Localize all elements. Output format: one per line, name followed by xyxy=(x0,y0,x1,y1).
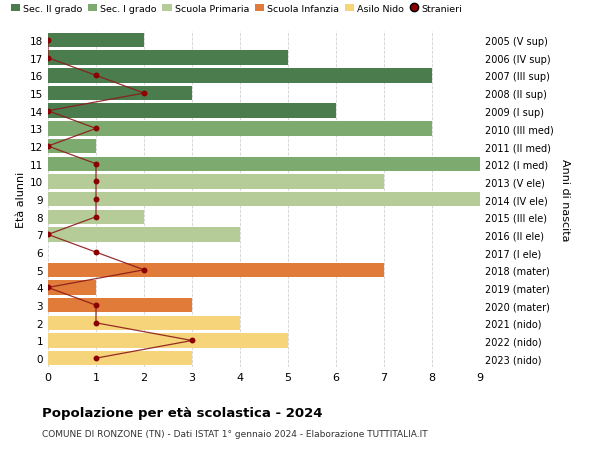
Bar xyxy=(48,104,336,119)
Legend: Sec. II grado, Sec. I grado, Scuola Primaria, Scuola Infanzia, Asilo Nido, Stran: Sec. II grado, Sec. I grado, Scuola Prim… xyxy=(11,5,463,14)
Point xyxy=(91,249,101,256)
Text: COMUNE DI RONZONE (TN) - Dati ISTAT 1° gennaio 2024 - Elaborazione TUTTITALIA.IT: COMUNE DI RONZONE (TN) - Dati ISTAT 1° g… xyxy=(42,429,428,438)
Bar xyxy=(48,51,288,66)
Point xyxy=(187,337,197,344)
Point xyxy=(91,319,101,327)
Bar xyxy=(48,351,192,366)
Point xyxy=(91,73,101,80)
Bar xyxy=(48,192,480,207)
Y-axis label: Età alunni: Età alunni xyxy=(16,172,26,228)
Point xyxy=(91,125,101,133)
Y-axis label: Anni di nascita: Anni di nascita xyxy=(560,158,570,241)
Bar xyxy=(48,34,144,48)
Point xyxy=(91,196,101,203)
Point xyxy=(91,179,101,186)
Bar xyxy=(48,157,480,172)
Bar xyxy=(48,122,432,136)
Bar xyxy=(48,316,240,330)
Bar xyxy=(48,298,192,313)
Bar xyxy=(48,87,192,101)
Point xyxy=(43,55,53,62)
Bar xyxy=(48,140,96,154)
Point xyxy=(43,108,53,115)
Point xyxy=(91,213,101,221)
Bar xyxy=(48,228,240,242)
Point xyxy=(139,90,149,97)
Point xyxy=(43,37,53,45)
Point xyxy=(139,267,149,274)
Text: Popolazione per età scolastica - 2024: Popolazione per età scolastica - 2024 xyxy=(42,406,323,419)
Point xyxy=(43,231,53,239)
Point xyxy=(91,161,101,168)
Bar xyxy=(48,280,96,295)
Point xyxy=(43,143,53,151)
Point xyxy=(91,355,101,362)
Bar xyxy=(48,175,384,189)
Bar xyxy=(48,334,288,348)
Bar xyxy=(48,210,144,224)
Point xyxy=(43,284,53,291)
Bar xyxy=(48,263,384,277)
Point xyxy=(91,302,101,309)
Bar xyxy=(48,69,432,84)
